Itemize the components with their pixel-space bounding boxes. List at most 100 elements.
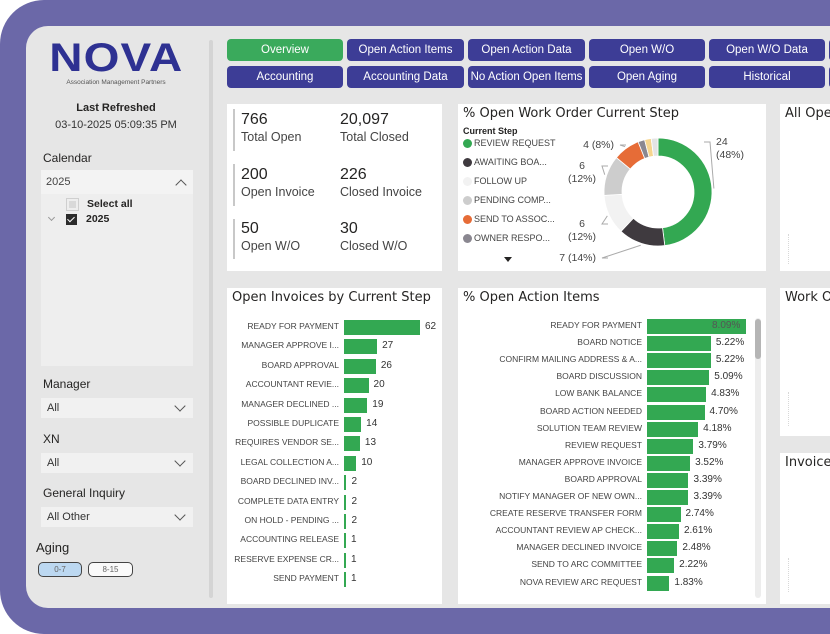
bar[interactable] <box>344 320 420 335</box>
bar[interactable] <box>344 397 368 413</box>
bar-row[interactable]: MANAGER APPROVE I... 27 <box>227 337 442 356</box>
bar-row[interactable]: SEND PAYMENT 1 <box>227 570 442 589</box>
bar[interactable] <box>344 339 378 355</box>
legend-scroll-down-icon[interactable] <box>504 257 512 262</box>
bar[interactable] <box>647 387 707 403</box>
donut-slice[interactable] <box>650 137 659 157</box>
checkbox-icon[interactable] <box>66 197 79 211</box>
bar-row[interactable]: SEND TO ARC COMMITTEE 2.22% <box>458 556 766 575</box>
bar-row[interactable]: BOARD APPROVAL 26 <box>227 357 442 376</box>
bar[interactable] <box>344 572 346 588</box>
xn-dropdown[interactable]: All <box>41 453 193 473</box>
bar-row[interactable]: ACCOUNTING RELEASE 1 <box>227 531 442 550</box>
scrollbar-track[interactable] <box>755 318 761 598</box>
bar-row[interactable]: ACCOUNTANT REVIE... 20 <box>227 376 442 395</box>
bar-row[interactable]: BOARD DECLINED INV... 2 <box>227 473 442 492</box>
donut-slice[interactable] <box>657 137 713 247</box>
bar-row[interactable]: MANAGER DECLINED INVOICE 2.48% <box>458 539 766 558</box>
bar[interactable] <box>647 558 675 574</box>
nav-accounting-data[interactable]: Accounting Data <box>347 66 464 88</box>
bar-row[interactable]: ON HOLD - PENDING ... 2 <box>227 512 442 531</box>
bar[interactable] <box>647 421 699 437</box>
nav-accounting[interactable]: Accounting <box>227 66 343 88</box>
bar-row[interactable]: MANAGER DECLINED ... 19 <box>227 396 442 415</box>
bar[interactable] <box>647 575 670 591</box>
nav-open-aging[interactable]: Open Aging <box>589 66 705 88</box>
bar-row[interactable]: RESERVE EXPENSE CR... 1 <box>227 551 442 570</box>
bar[interactable] <box>647 472 689 488</box>
nova-logo: NOVA Association Management Partners <box>26 38 206 86</box>
bar-value-label: 5.22% <box>715 354 745 366</box>
bar[interactable] <box>647 370 710 386</box>
legend-item[interactable]: OWNER RESPO... <box>463 233 550 243</box>
aging-option-8-15[interactable]: 8-15 <box>88 562 133 577</box>
calendar-selected: 2025 <box>46 176 71 188</box>
bar-row[interactable]: CONFIRM MAILING ADDRESS & A... 5.22% <box>458 351 766 370</box>
bar[interactable] <box>344 455 357 471</box>
bar[interactable] <box>344 475 347 491</box>
bar-row[interactable]: REVIEW REQUEST 3.79% <box>458 437 766 456</box>
bar-row[interactable]: MANAGER APPROVE INVOICE 3.52% <box>458 454 766 473</box>
bar[interactable] <box>647 336 711 352</box>
checkbox-checked-icon[interactable] <box>66 213 77 225</box>
bar-row[interactable]: SOLUTION TEAM REVIEW 4.18% <box>458 420 766 439</box>
bar-row[interactable]: BOARD DISCUSSION 5.09% <box>458 368 766 387</box>
manager-dropdown[interactable]: All <box>41 398 193 418</box>
nav-overview[interactable]: Overview <box>227 39 343 61</box>
calendar-option-2025[interactable]: 2025 <box>47 213 110 225</box>
calendar-option-label: 2025 <box>86 213 110 225</box>
nav-open-action-items[interactable]: Open Action Items <box>347 39 464 61</box>
leader-line <box>601 244 641 259</box>
calendar-dropdown[interactable]: 2025 <box>41 170 193 194</box>
bar[interactable] <box>647 541 678 557</box>
expand-chevron-icon[interactable] <box>47 213 56 222</box>
bar[interactable] <box>344 436 360 452</box>
nav-no-action-open-items[interactable]: No Action Open Items <box>468 66 585 88</box>
bar[interactable] <box>647 507 681 523</box>
bar[interactable] <box>344 533 346 549</box>
bar-row[interactable]: POSSIBLE DUPLICATE 14 <box>227 415 442 434</box>
aging-option-0-7[interactable]: 0-7 <box>38 562 82 577</box>
nav-open-wo-data[interactable]: Open W/O Data <box>709 39 825 61</box>
bar-value-label: 1 <box>351 573 357 585</box>
bar[interactable] <box>344 494 347 510</box>
bar[interactable] <box>647 353 711 369</box>
bar[interactable] <box>647 490 689 505</box>
bar-row[interactable]: COMPLETE DATA ENTRY 2 <box>227 493 442 512</box>
nav-open-wo[interactable]: Open W/O <box>589 39 705 61</box>
general-inquiry-dropdown[interactable]: All Other <box>41 507 193 527</box>
bar[interactable] <box>647 404 705 420</box>
chevron-up-icon[interactable] <box>175 178 187 191</box>
nav-open-action-data[interactable]: Open Action Data <box>468 39 585 61</box>
bar-row[interactable]: BOARD APPROVAL 3.39% <box>458 471 766 490</box>
legend-item[interactable]: SEND TO ASSOC... <box>463 214 555 224</box>
bar-row[interactable]: BOARD NOTICE 5.22% <box>458 334 766 353</box>
bar-row[interactable]: LOW BANK BALANCE 4.83% <box>458 385 766 404</box>
bar[interactable] <box>344 378 369 394</box>
bar[interactable] <box>344 552 346 568</box>
bar[interactable] <box>647 524 679 540</box>
bar-row[interactable]: CREATE RESERVE TRANSFER FORM 2.74% <box>458 505 766 524</box>
bar-row[interactable]: REQUIRES VENDOR SE... 13 <box>227 434 442 453</box>
bar[interactable] <box>344 417 362 432</box>
bar-row[interactable]: NOVA REVIEW ARC REQUEST 1.83% <box>458 574 766 593</box>
scrollbar-thumb[interactable] <box>755 319 761 359</box>
legend-item[interactable]: AWAITING BOA... <box>463 157 547 167</box>
bar[interactable] <box>344 358 376 374</box>
nav-historical[interactable]: Historical <box>709 66 825 88</box>
bar[interactable] <box>344 514 347 529</box>
calendar-option-select-all[interactable]: Select all <box>66 197 133 211</box>
bar-row[interactable]: NOTIFY MANAGER OF NEW OWN... 3.39% <box>458 488 766 507</box>
bar[interactable] <box>647 455 691 471</box>
bar-row[interactable]: BOARD ACTION NEEDED 4.70% <box>458 403 766 422</box>
bar-row[interactable]: READY FOR PAYMENT 8.09% <box>458 317 766 336</box>
legend-item[interactable]: FOLLOW UP <box>463 176 527 186</box>
legend-item[interactable]: PENDING COMP... <box>463 195 551 205</box>
bar-row[interactable]: LEGAL COLLECTION A... 10 <box>227 454 442 473</box>
bar[interactable] <box>647 438 694 454</box>
bar-value-label: 3.52% <box>695 456 724 468</box>
bar[interactable] <box>647 319 746 334</box>
bar-row[interactable]: ACCOUNTANT REVIEW AP CHECK... 2.61% <box>458 522 766 541</box>
legend-item[interactable]: REVIEW REQUEST <box>463 138 556 148</box>
bar-row[interactable]: READY FOR PAYMENT 62 <box>227 318 442 337</box>
